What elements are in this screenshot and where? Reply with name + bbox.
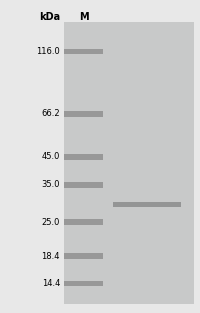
Bar (113, 202, 181, 207)
Text: kDa: kDa (39, 12, 60, 22)
Text: 18.4: 18.4 (42, 252, 60, 261)
Text: 14.4: 14.4 (42, 279, 60, 288)
Bar (64, 182, 103, 187)
Text: 66.2: 66.2 (41, 109, 60, 118)
Bar (64, 254, 103, 259)
Bar (64, 49, 103, 54)
Text: 35.0: 35.0 (42, 180, 60, 189)
Bar (64, 219, 103, 225)
Bar (64, 154, 103, 160)
Bar (64, 281, 103, 286)
Text: 45.0: 45.0 (42, 152, 60, 161)
Text: 116.0: 116.0 (36, 47, 60, 56)
Text: M: M (79, 12, 88, 22)
Bar (64, 111, 103, 117)
Text: 25.0: 25.0 (42, 218, 60, 227)
